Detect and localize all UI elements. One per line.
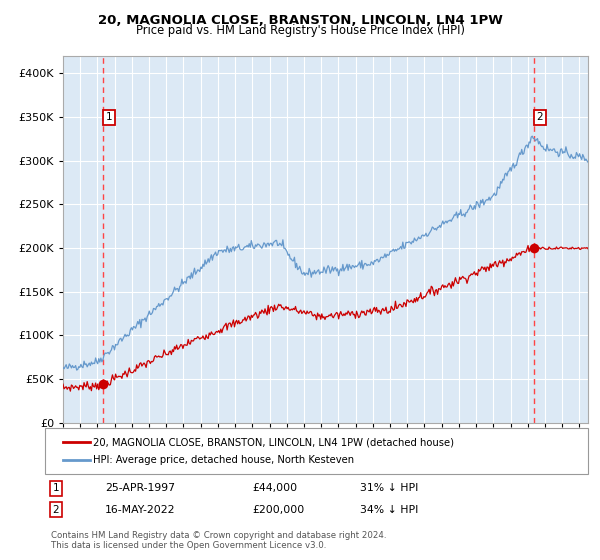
Text: 25-APR-1997: 25-APR-1997 [105,483,175,493]
Text: 1: 1 [52,483,59,493]
Text: 31% ↓ HPI: 31% ↓ HPI [360,483,418,493]
Text: 1: 1 [106,112,112,122]
Text: 2: 2 [52,505,59,515]
Text: HPI: Average price, detached house, North Kesteven: HPI: Average price, detached house, Nort… [93,455,354,465]
Text: £44,000: £44,000 [252,483,297,493]
Text: Price paid vs. HM Land Registry's House Price Index (HPI): Price paid vs. HM Land Registry's House … [136,24,464,37]
Text: 34% ↓ HPI: 34% ↓ HPI [360,505,418,515]
Text: 20, MAGNOLIA CLOSE, BRANSTON, LINCOLN, LN4 1PW: 20, MAGNOLIA CLOSE, BRANSTON, LINCOLN, L… [98,14,502,27]
Text: 2: 2 [537,112,544,122]
Text: 20, MAGNOLIA CLOSE, BRANSTON, LINCOLN, LN4 1PW (detached house): 20, MAGNOLIA CLOSE, BRANSTON, LINCOLN, L… [93,437,454,447]
Text: £200,000: £200,000 [252,505,304,515]
Text: Contains HM Land Registry data © Crown copyright and database right 2024.
This d: Contains HM Land Registry data © Crown c… [51,531,386,550]
Text: 16-MAY-2022: 16-MAY-2022 [105,505,176,515]
